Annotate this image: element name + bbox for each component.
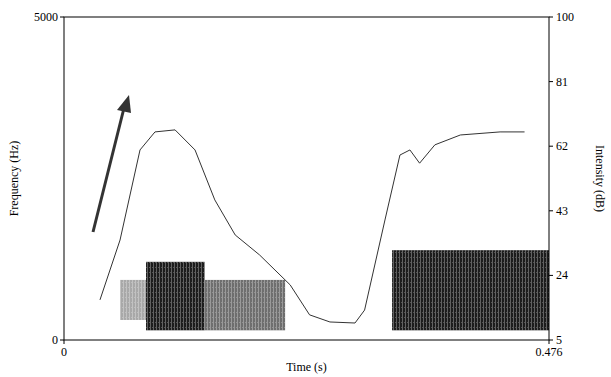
spectrogram-region — [146, 262, 205, 330]
y-tick — [60, 340, 64, 341]
y2-tick — [549, 146, 553, 147]
y2-axis-title: Intensity (dB) — [593, 145, 607, 212]
background — [0, 0, 611, 377]
arrow-head — [117, 95, 131, 113]
arrow-shaft — [93, 108, 124, 232]
x-tick-label: 0 — [61, 345, 67, 359]
y2-tick — [549, 340, 553, 341]
y2-tick-label: 100 — [556, 10, 574, 24]
y2-tick-label: 24 — [556, 268, 568, 282]
spectrogram-region — [120, 280, 146, 320]
intensity-line — [100, 130, 525, 323]
spectrogram-region — [392, 250, 549, 330]
y2-tick-label: 62 — [556, 139, 568, 153]
y2-tick-label: 5 — [556, 333, 562, 347]
x-tick — [64, 340, 65, 344]
y2-tick-label: 81 — [556, 75, 568, 89]
y2-tick — [549, 17, 553, 18]
y2-tick — [549, 81, 553, 82]
x-axis-title: Time (s) — [286, 360, 327, 374]
y-axis-title: Frequency (Hz) — [7, 141, 21, 217]
plot-marks — [100, 130, 549, 330]
spectrogram-region — [205, 280, 285, 330]
chart: 0 0.476 0 5000 5 24 43 62 81 100 Time (s) Frequency… — [0, 0, 611, 377]
x-tick-label: 0.476 — [536, 345, 563, 359]
x-tick — [549, 340, 550, 344]
region-texture — [205, 280, 285, 330]
y2-tick — [549, 275, 553, 276]
y2-tick-label: 43 — [556, 204, 568, 218]
y-tick-label: 0 — [52, 333, 58, 347]
region-texture — [392, 250, 549, 330]
y-tick — [60, 17, 64, 18]
region-texture — [120, 280, 146, 320]
region-texture — [146, 262, 205, 330]
y2-tick — [549, 210, 553, 211]
plot-frame — [64, 17, 549, 340]
y-tick-label: 5000 — [34, 10, 58, 24]
